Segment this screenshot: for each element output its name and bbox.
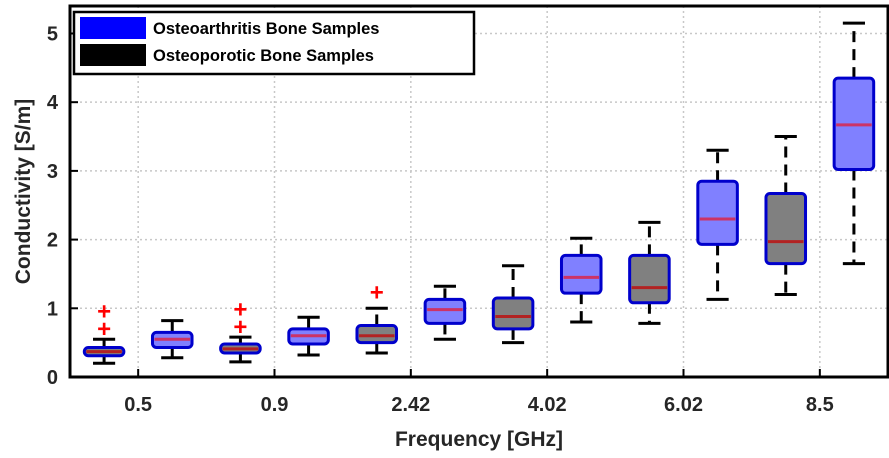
y-axis-label: Conductivity [S/m] [12, 99, 35, 285]
box-group [287, 315, 330, 357]
legend-item: Osteoporotic Bone Samples [80, 44, 374, 66]
outlier-marker: + [233, 297, 247, 324]
x-tick-label: 0.9 [261, 394, 289, 416]
box-group: + [355, 279, 399, 355]
x-tick-label: 2.42 [391, 394, 430, 416]
plot-area-frame [68, 4, 889, 379]
x-tick-label: 8.5 [806, 394, 834, 416]
x-tick-label: 4.02 [528, 394, 567, 416]
x-axis: 0.5 0.9 2.42 4.02 6.02 8.5 [124, 369, 834, 416]
box-iqr [628, 253, 671, 305]
legend-swatch-osteoarthritis [80, 17, 146, 39]
y-axis: 0 1 2 3 4 5 [47, 23, 78, 389]
box-plot-series: +++++ [82, 21, 876, 365]
outlier-marker: + [233, 314, 247, 341]
box-group: ++ [219, 297, 262, 364]
box-group: ++ [82, 299, 126, 365]
legend-label-osteoarthritis: Osteoarthritis Bone Samples [153, 20, 379, 38]
x-tick-label: 6.02 [664, 394, 703, 416]
box-iqr [491, 296, 535, 331]
legend-label-osteoporotic: Osteoporotic Bone Samples [153, 47, 374, 65]
y-tick-label: 0 [47, 367, 58, 389]
outlier-marker: + [97, 316, 111, 343]
outlier-marker: + [370, 279, 384, 306]
box-group [628, 220, 671, 325]
box-group [696, 148, 739, 301]
outlier-marker: + [97, 299, 111, 326]
box-group [764, 135, 808, 297]
box-iqr [423, 297, 467, 325]
legend-swatch-osteoporotic [80, 44, 146, 66]
box-group [150, 319, 194, 360]
legend: Osteoarthritis Bone Samples Osteoporotic… [72, 10, 476, 76]
box-group [491, 264, 535, 345]
x-tick-label: 0.5 [124, 394, 152, 416]
y-tick-label: 3 [47, 161, 58, 183]
box-iqr [764, 192, 808, 266]
grid-lines [70, 6, 888, 377]
y-tick-label: 5 [47, 23, 58, 45]
legend-item: Osteoarthritis Bone Samples [80, 17, 379, 39]
box-group [832, 21, 876, 266]
box-iqr [355, 323, 399, 345]
y-tick-label: 4 [47, 92, 59, 114]
box-group [423, 284, 467, 341]
box-iqr [696, 179, 739, 246]
x-axis-label: Frequency [GHz] [395, 428, 563, 451]
y-tick-label: 1 [47, 298, 58, 320]
box-iqr [559, 253, 603, 295]
y-tick-label: 2 [47, 230, 58, 252]
box-group [559, 236, 603, 324]
